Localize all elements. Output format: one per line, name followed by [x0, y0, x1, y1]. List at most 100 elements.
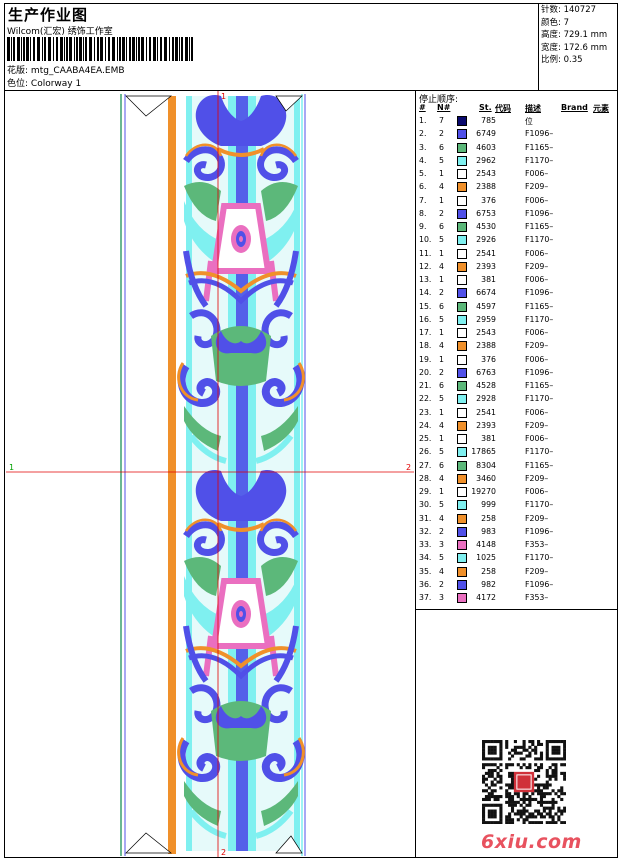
colorway-label: 色位: [7, 79, 29, 89]
sequence-row: 32. 2 983 F1096– [419, 526, 617, 539]
thread-description: F1165– [525, 301, 554, 311]
thread-description: F1096– [525, 208, 554, 218]
stitch-count: 983 [481, 526, 496, 536]
stitch-count: 3460 [476, 473, 496, 483]
seq-number: 14. [419, 288, 432, 298]
needle-number: 5 [439, 447, 444, 457]
thread-description: F1170– [525, 447, 554, 457]
stitch-count: 258 [481, 566, 496, 576]
stitch-count: 982 [481, 579, 496, 589]
thread-description: F353– [525, 540, 549, 549]
color-swatch [457, 169, 467, 179]
stitch-count: 19270 [471, 487, 496, 496]
thread-description: F209– [525, 341, 549, 351]
needle-number: 5 [439, 314, 444, 324]
color-swatch [457, 195, 467, 206]
needle-number: 5 [439, 155, 444, 165]
stitch-count: 4530 [476, 222, 496, 231]
needle-number: 4 [439, 261, 444, 271]
color-swatch [457, 500, 467, 511]
stop-sequence-title: 停止顺序: [419, 95, 459, 105]
seq-number: 11. [419, 248, 432, 258]
stitch-count: 2928 [476, 394, 496, 404]
needle-number: 1 [439, 248, 444, 258]
col-desc: 描述 [525, 104, 541, 113]
thread-description: F209– [525, 513, 549, 523]
stitch-count: 2962 [476, 155, 496, 165]
info-width: 宽度: 172.6 mm [541, 42, 608, 53]
col-code: 代码 [495, 104, 511, 113]
needle-number: 4 [439, 566, 444, 576]
needle-number: 1 [439, 195, 444, 205]
seq-number: 37. [419, 593, 432, 602]
seq-number: 36. [419, 579, 432, 589]
color-swatch [457, 341, 467, 352]
color-swatch [457, 129, 467, 140]
production-sheet: 生产作业图 Wilcom(汇宏) 绣饰工作室 花版: mtg_CAABA4EA.… [4, 3, 618, 858]
needle-number: 6 [439, 381, 444, 390]
seq-number: 24. [419, 420, 432, 430]
design-file-line: 花版: mtg_CAABA4EA.EMB [7, 63, 125, 76]
color-swatch [457, 301, 467, 312]
colorway-value: Colorway 1 [30, 79, 82, 89]
stitch-count: 8304 [476, 460, 496, 470]
thread-description: F1170– [525, 314, 554, 324]
color-swatch [457, 566, 467, 577]
color-swatch [457, 434, 467, 444]
thread-description: F006– [525, 195, 549, 205]
seq-number: 18. [419, 341, 432, 351]
sequence-row: 8. 2 6753 F1096– [419, 208, 617, 221]
thread-description: F1170– [525, 553, 554, 563]
seq-number: 23. [419, 407, 432, 417]
seq-number: 25. [419, 434, 432, 443]
sequence-row: 14. 2 6674 F1096– [419, 287, 617, 300]
sequence-row: 10. 5 2926 F1170– [419, 234, 617, 247]
sequence-row: 26. 5 17865 F1170– [419, 446, 617, 459]
stitch-count: 2388 [476, 182, 496, 192]
seq-number: 8. [419, 208, 427, 218]
stitch-count: 258 [481, 513, 496, 523]
needle-number: 1 [439, 407, 444, 417]
stitch-count: 4148 [476, 540, 496, 549]
color-swatch [457, 116, 467, 126]
sequence-row: 18. 4 2388 F209– [419, 340, 617, 353]
thread-description: F1170– [525, 500, 554, 510]
needle-number: 5 [439, 235, 444, 245]
thread-description: F1096– [525, 367, 554, 377]
color-swatch [457, 526, 467, 537]
thread-description: F006– [525, 487, 549, 496]
stitch-count: 2393 [476, 261, 496, 271]
sequence-row: 35. 4 258 F209– [419, 566, 617, 579]
seq-number: 16. [419, 314, 432, 324]
thread-description: F1170– [525, 235, 554, 245]
sequence-row: 21. 6 4528 F1165– [419, 380, 617, 393]
needle-number: 7 [439, 116, 444, 125]
sequence-row: 25. 1 381 F006– [419, 433, 617, 446]
stitch-count: 1025 [476, 553, 496, 563]
guide-label-right: 2 [406, 463, 411, 472]
seq-number: 3. [419, 142, 427, 152]
sequence-row: 9. 6 4530 F1165– [419, 221, 617, 234]
seq-number: 21. [419, 381, 432, 390]
needle-number: 3 [439, 593, 444, 602]
needle-number: 5 [439, 394, 444, 404]
stitch-count: 4603 [476, 142, 496, 152]
stitch-count: 2541 [476, 407, 496, 417]
needle-number: 4 [439, 513, 444, 523]
needle-number: 6 [439, 142, 444, 152]
color-swatch [457, 222, 467, 232]
seq-number: 5. [419, 169, 427, 178]
stitch-count: 4597 [476, 301, 496, 311]
thread-description: F353– [525, 593, 549, 602]
sequence-row: 11. 1 2541 F006– [419, 248, 617, 261]
thread-description: F006– [525, 354, 549, 364]
sequence-row: 1. 7 785 位 [419, 115, 617, 128]
seq-number: 34. [419, 553, 432, 563]
sequence-bottom-divider [415, 609, 617, 610]
seq-number: 29. [419, 487, 432, 496]
thread-description: F209– [525, 261, 549, 271]
sequence-table-body: 1. 7 785 位 2. 2 6749 F1096– 3. 6 4603 F1165– 4. 5 2962… [419, 115, 617, 605]
needle-number: 1 [439, 354, 444, 364]
color-swatch [457, 553, 467, 564]
needle-number: 5 [439, 500, 444, 510]
